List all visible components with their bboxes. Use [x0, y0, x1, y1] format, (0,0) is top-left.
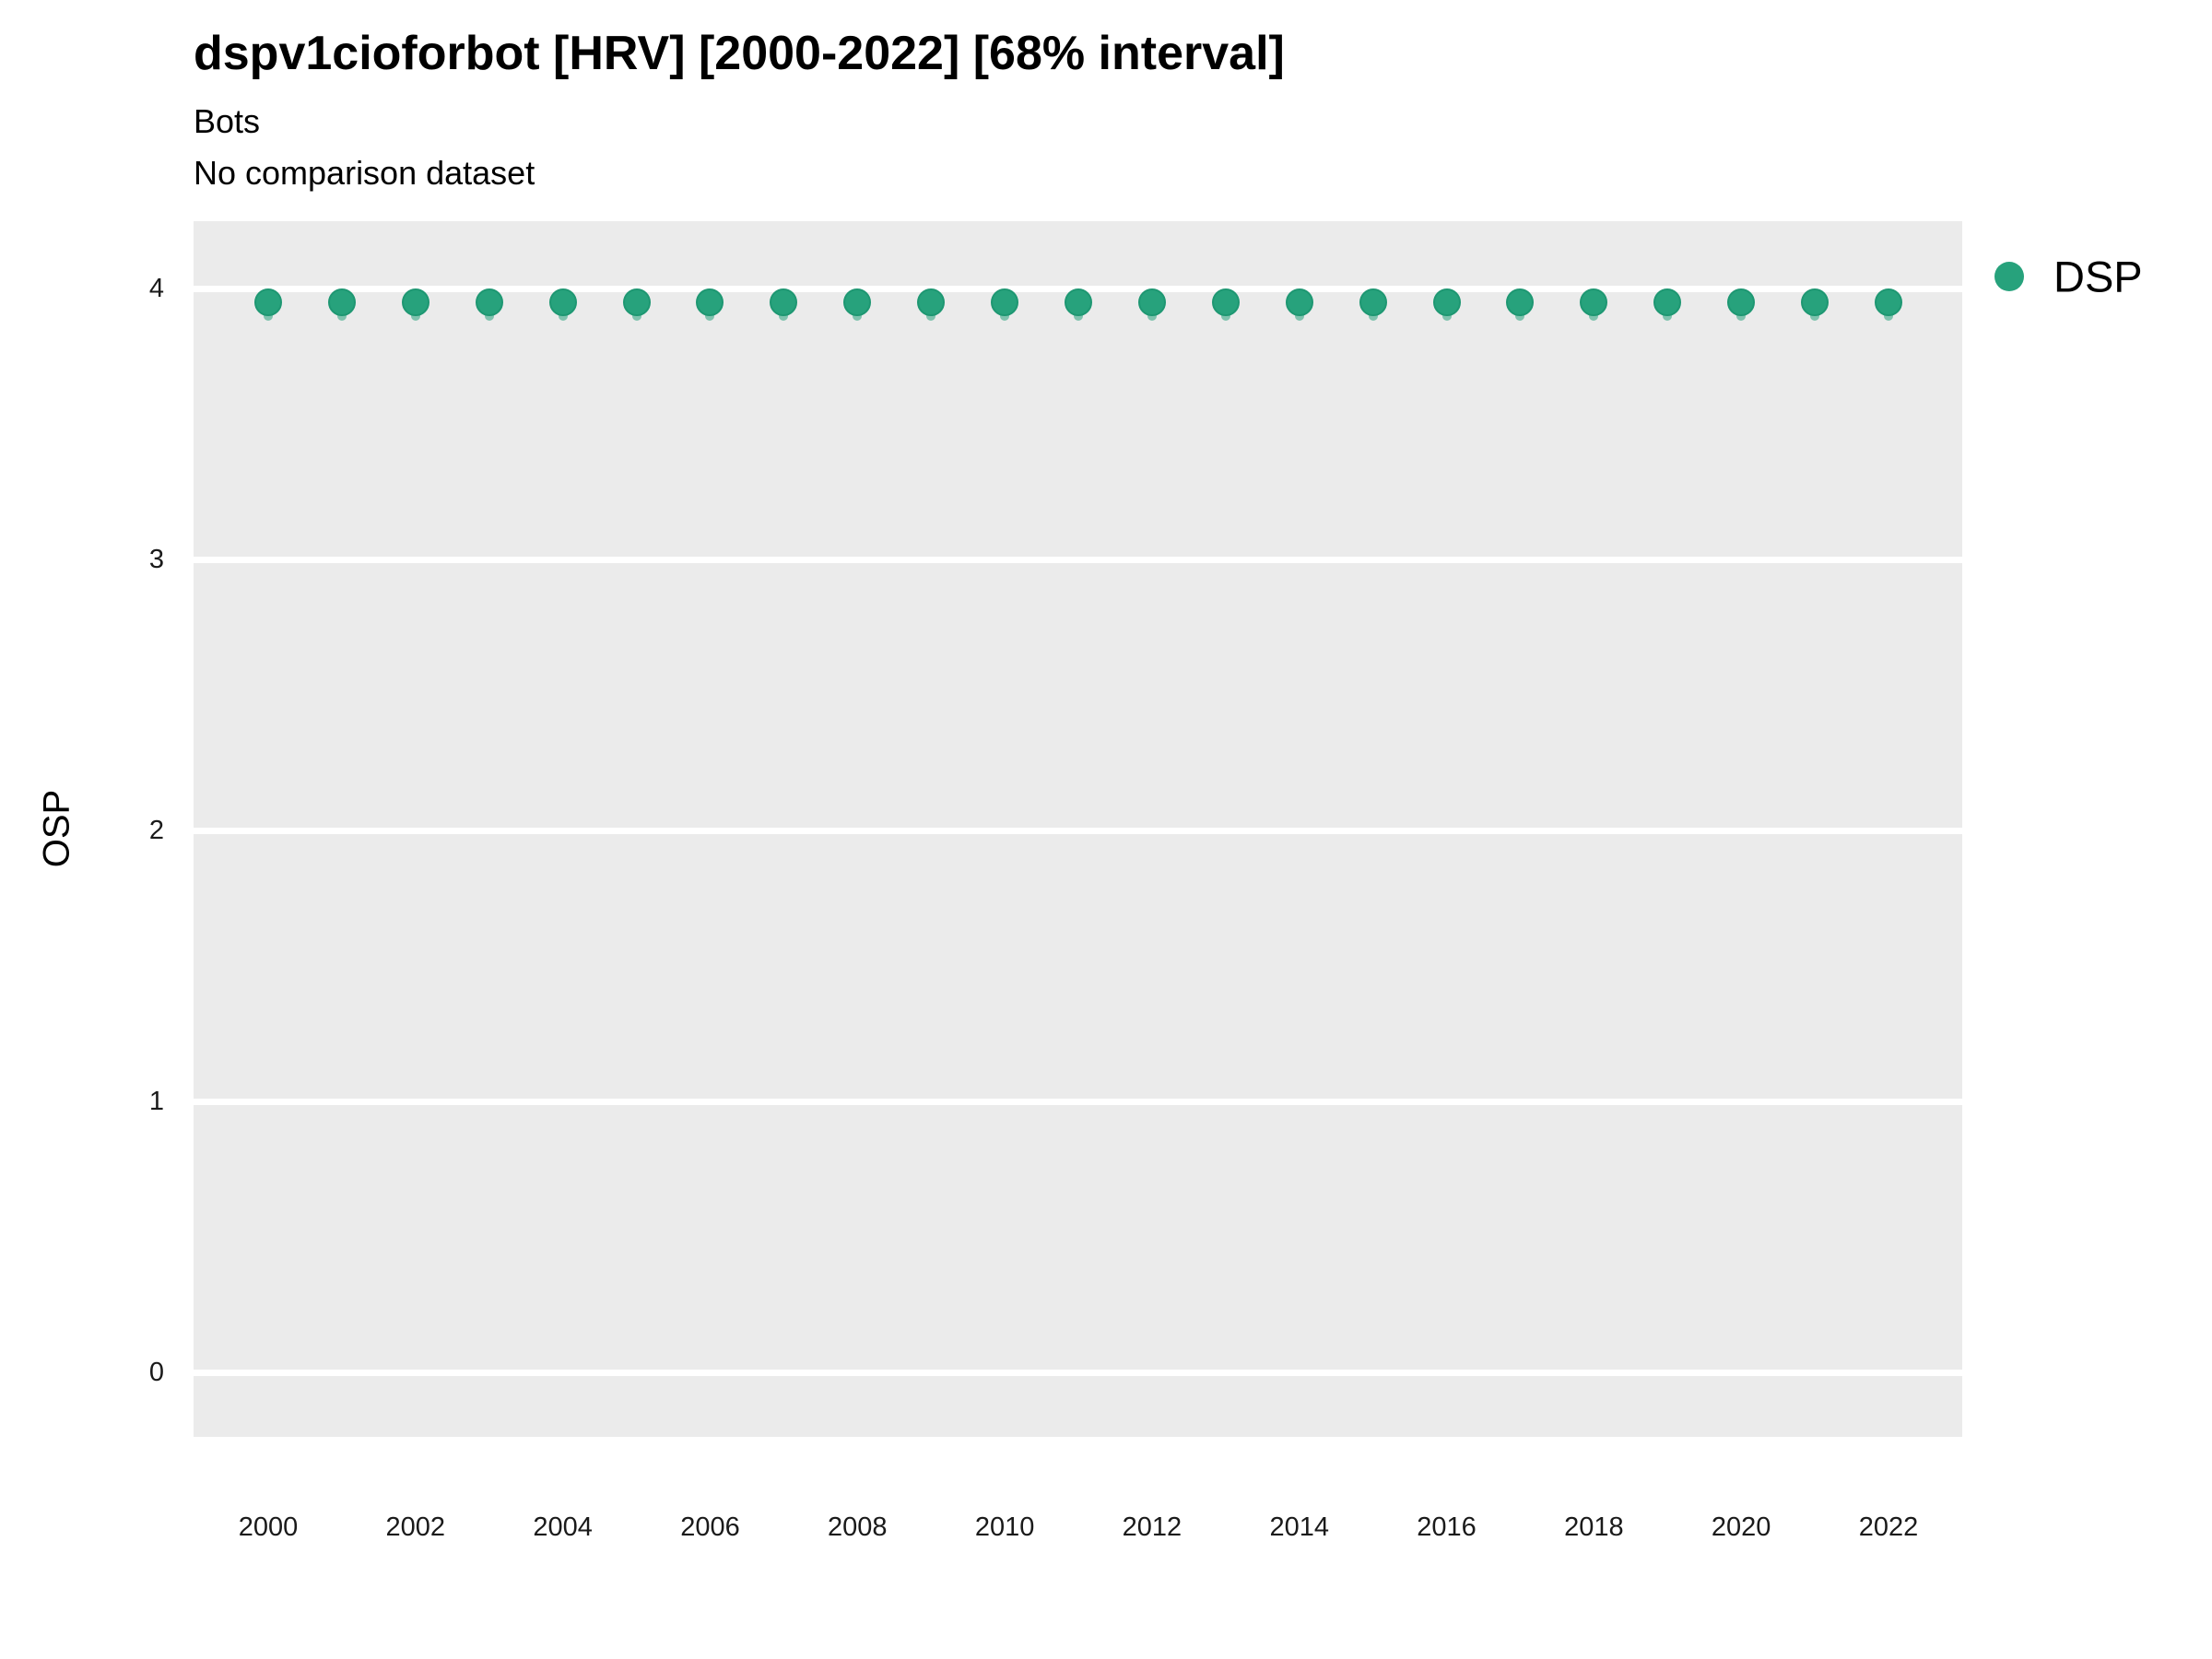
x-tick-label-2008: 2008 [828, 1512, 888, 1542]
data-point-2019 [1653, 288, 1682, 316]
data-point-2006 [696, 288, 724, 316]
data-point-2005 [622, 288, 651, 316]
comparison-note: No comparison dataset [194, 154, 535, 192]
data-point-2001 [327, 288, 356, 316]
y-tick-label-3: 3 [148, 545, 164, 574]
data-point-2015 [1359, 288, 1387, 316]
x-tick-label-2000: 2000 [238, 1512, 299, 1542]
x-tick-label-2006: 2006 [680, 1512, 740, 1542]
data-point-2017 [1506, 288, 1535, 316]
data-point-2000 [254, 288, 282, 316]
data-point-2014 [1285, 288, 1313, 316]
data-point-2016 [1432, 288, 1461, 316]
data-point-2007 [770, 288, 798, 316]
data-point-2013 [1211, 288, 1240, 316]
data-point-2004 [548, 288, 577, 316]
gridline-y-1 [194, 1098, 1962, 1105]
x-tick-label-2002: 2002 [385, 1512, 446, 1542]
x-tick-label-2012: 2012 [1122, 1512, 1182, 1542]
data-point-2002 [401, 288, 429, 316]
data-point-2021 [1801, 288, 1830, 316]
x-tick-label-2010: 2010 [974, 1512, 1035, 1542]
x-tick-label-2022: 2022 [1858, 1512, 1919, 1542]
plot-panel [194, 221, 1962, 1437]
data-point-2009 [917, 288, 946, 316]
data-point-2008 [843, 288, 872, 316]
data-point-2010 [991, 288, 1019, 316]
data-point-2003 [475, 288, 503, 316]
data-point-2018 [1580, 288, 1608, 316]
legend-label-dsp: DSP [2053, 252, 2143, 301]
data-point-2022 [1875, 288, 1903, 316]
y-tick-label-4: 4 [148, 274, 164, 303]
chart-subtitle: Bots [194, 102, 261, 140]
chart-title: dspv1cioforbot [HRV] [2000-2022] [68% in… [194, 27, 1285, 80]
y-tick-label-1: 1 [148, 1087, 164, 1116]
gridline-y-3 [194, 556, 1962, 563]
x-tick-label-2018: 2018 [1564, 1512, 1624, 1542]
data-point-2012 [1137, 288, 1166, 316]
data-point-2011 [1065, 288, 1092, 316]
gridline-y-2 [194, 827, 1962, 834]
gridline-y-0 [194, 1369, 1962, 1376]
x-tick-label-2016: 2016 [1417, 1512, 1477, 1542]
y-tick-label-2: 2 [148, 816, 164, 845]
x-tick-label-2020: 2020 [1711, 1512, 1771, 1542]
legend-marker-dsp-icon [1994, 262, 2024, 291]
x-tick-label-2004: 2004 [533, 1512, 593, 1542]
data-point-2020 [1727, 288, 1756, 316]
y-axis-title: OSP [36, 789, 77, 868]
y-tick-label-0: 0 [148, 1358, 164, 1387]
x-tick-label-2014: 2014 [1269, 1512, 1329, 1542]
